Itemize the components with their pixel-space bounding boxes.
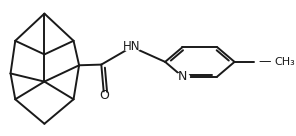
- Text: CH₃: CH₃: [275, 57, 295, 67]
- Circle shape: [123, 43, 141, 51]
- Circle shape: [98, 93, 110, 99]
- Text: N: N: [178, 70, 187, 83]
- Circle shape: [176, 73, 189, 80]
- Text: —: —: [258, 55, 271, 68]
- Text: HN: HN: [123, 40, 141, 53]
- Text: O: O: [99, 89, 109, 102]
